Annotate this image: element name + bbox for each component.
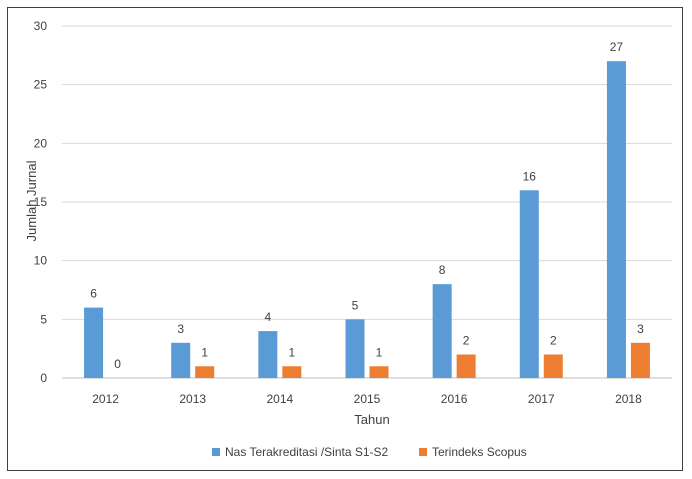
y-tick-label: 15	[34, 195, 48, 209]
legend-swatch-sinta	[212, 448, 220, 456]
y-tick-label: 20	[34, 136, 48, 150]
bar-sinta-2014	[258, 331, 278, 378]
x-axis-title: Tahun	[354, 412, 389, 427]
x-tick-label: 2014	[267, 392, 294, 406]
legend-label-sinta: Nas Terakreditasi /Sinta S1-S2	[225, 445, 389, 459]
y-tick-label: 5	[40, 312, 47, 326]
y-tick-label: 30	[34, 19, 48, 33]
data-label: 1	[376, 345, 383, 359]
bar-scopus-2015	[369, 366, 389, 378]
data-label: 8	[439, 263, 446, 277]
x-axis-ticks: 2012 2013 2014 2015 2016 2017 2018	[92, 392, 642, 406]
y-axis-ticks: 0 5 10 15 20 25 30	[34, 19, 48, 385]
data-label: 5	[352, 298, 359, 312]
x-tick-label: 2015	[354, 392, 381, 406]
data-label: 3	[637, 322, 644, 336]
data-label: 2	[463, 334, 470, 348]
x-tick-label: 2017	[528, 392, 555, 406]
y-tick-label: 0	[40, 371, 47, 385]
data-label: 16	[523, 169, 537, 183]
x-tick-label: 2018	[615, 392, 642, 406]
data-label: 1	[201, 345, 208, 359]
gridlines	[62, 25, 672, 379]
x-tick-label: 2016	[441, 392, 468, 406]
bar-sinta-2015	[345, 319, 365, 378]
bar-sinta-2018	[606, 61, 626, 378]
data-label: 2	[550, 334, 557, 348]
x-tick-label: 2012	[92, 392, 119, 406]
bar-scopus-2013	[195, 366, 215, 378]
bar-sinta-2016	[432, 284, 452, 378]
data-label: 27	[610, 40, 624, 54]
y-tick-label: 10	[34, 254, 48, 268]
y-tick-label: 25	[34, 78, 48, 92]
data-label: 4	[265, 310, 272, 324]
bar-scopus-2014	[282, 366, 302, 378]
legend-swatch-scopus	[419, 448, 427, 456]
bar-scopus-2016	[456, 354, 476, 378]
legend: Nas Terakreditasi /Sinta S1-S2 Terindeks …	[212, 445, 527, 459]
bars	[84, 61, 650, 378]
data-label: 3	[177, 322, 184, 336]
bar-sinta-2012	[84, 307, 104, 378]
bar-sinta-2013	[171, 342, 191, 378]
bar-scopus-2018	[630, 342, 650, 378]
data-label: 1	[289, 345, 296, 359]
bar-scopus-2017	[543, 354, 563, 378]
data-labels: 6 0 3 1 4 1 5 1 8 2 16 2 27 3	[90, 40, 644, 371]
bar-sinta-2017	[519, 190, 539, 378]
x-tick-label: 2013	[179, 392, 206, 406]
y-axis-title: Jumlah Jurnal	[24, 160, 39, 241]
legend-label-scopus: Terindeks Scopus	[432, 445, 527, 459]
data-label: 0	[114, 357, 121, 371]
data-label: 6	[90, 287, 97, 301]
